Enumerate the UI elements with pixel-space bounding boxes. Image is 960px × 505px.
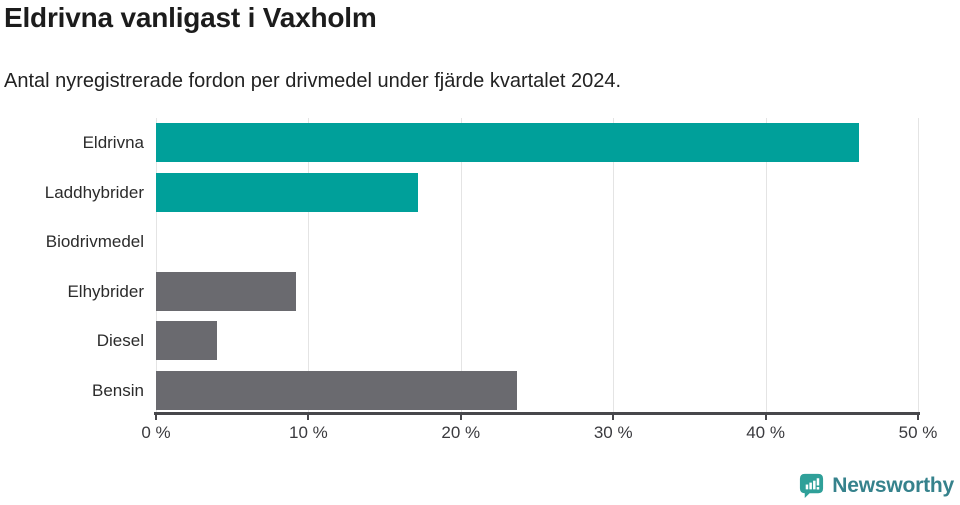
category-label-bensin: Bensin bbox=[92, 380, 144, 400]
gridline-40 bbox=[765, 118, 767, 415]
category-label-laddhybrider: Laddhybrider bbox=[44, 182, 144, 202]
x-tick-10 bbox=[307, 415, 310, 420]
bar-laddhybrider bbox=[156, 172, 419, 212]
bar-elhybrider bbox=[156, 271, 297, 311]
x-tick-label-10: 10 % bbox=[289, 423, 328, 442]
x-tick-label-20: 20 % bbox=[441, 423, 481, 442]
bar-bensin bbox=[156, 370, 518, 410]
newsworthy-brand: Newsworthy bbox=[798, 472, 954, 499]
category-label-elhybrider: Elhybrider bbox=[67, 281, 144, 301]
category-label-diesel: Diesel bbox=[96, 331, 144, 350]
bar-diesel bbox=[156, 321, 217, 361]
x-tick-20 bbox=[459, 415, 462, 420]
gridline-10 bbox=[308, 118, 310, 415]
gridline-0 bbox=[156, 118, 157, 415]
gridline-50 bbox=[918, 118, 919, 415]
plot-area bbox=[156, 118, 919, 415]
x-tick-50 bbox=[917, 415, 919, 420]
x-axis-line bbox=[154, 412, 920, 415]
x-tick-40 bbox=[764, 415, 767, 420]
x-tick-label-0: 0 % bbox=[141, 423, 171, 442]
y-axis-labels: Eldrivna Laddhybrider Biodrivmedel Elhybrid… bbox=[0, 118, 144, 415]
x-tick-label-40: 40 % bbox=[746, 423, 785, 442]
category-label-biodrivmedel: Biodrivmedel bbox=[45, 232, 144, 251]
x-tick-30 bbox=[612, 415, 615, 420]
newsworthy-logo-icon bbox=[800, 473, 824, 499]
x-tick-0 bbox=[155, 415, 157, 420]
x-tick-label-50: 50 % bbox=[898, 423, 938, 442]
x-tick-label-30: 30 % bbox=[593, 423, 633, 442]
gridline-30 bbox=[613, 118, 615, 415]
gridline-20 bbox=[460, 118, 462, 415]
chart-title: Eldrivna vanligast i Vaxholm bbox=[4, 2, 377, 33]
chart-subtitle: Antal nyregistrerade fordon per drivmede… bbox=[4, 70, 622, 92]
newsworthy-brand-text: Newsworthy bbox=[832, 473, 954, 497]
category-label-eldrivna: Eldrivna bbox=[82, 133, 144, 152]
bar-eldrivna bbox=[156, 123, 859, 163]
